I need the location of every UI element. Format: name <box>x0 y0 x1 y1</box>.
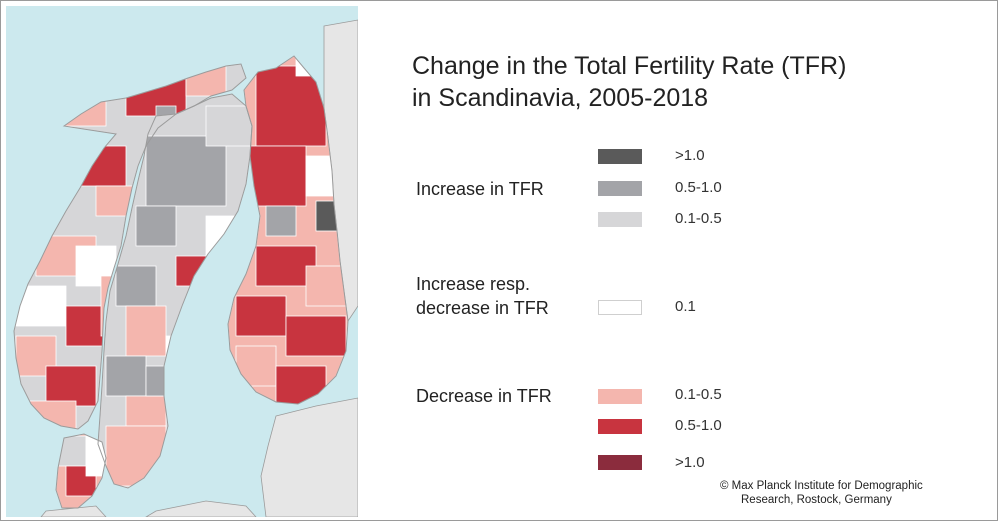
region <box>305 265 347 307</box>
legend-group-neutral: Increase resp. decrease in TFR <box>416 272 549 320</box>
region <box>125 395 167 427</box>
region <box>265 205 297 237</box>
legend-value-decrease-low: 0.1-0.5 <box>675 386 722 403</box>
legend-swatch-increase-mid <box>598 181 642 196</box>
legend-swatch-decrease-low <box>598 389 642 404</box>
legend-swatch-increase-high <box>598 149 642 164</box>
region <box>65 465 97 497</box>
region <box>115 265 157 307</box>
map-title: Change in the Total Fertility Rate (TFR)… <box>412 50 972 114</box>
region <box>65 305 107 347</box>
choropleth-map <box>6 6 358 517</box>
legend-value-increase-low: 0.1-0.5 <box>675 210 722 227</box>
legend-group-increase: Increase in TFR <box>416 179 544 199</box>
region <box>105 355 147 397</box>
baltic-states-land <box>260 397 358 517</box>
germany-land <box>40 505 107 517</box>
region <box>285 315 347 357</box>
legend-group-decrease: Decrease in TFR <box>416 386 552 406</box>
legend-value-increase-high: >1.0 <box>675 147 705 164</box>
region <box>145 135 227 207</box>
region <box>205 105 252 147</box>
legend-swatch-decrease-mid <box>598 419 642 434</box>
legend-value-neutral: 0.1 <box>675 298 696 315</box>
credit-line-1: © Max Planck Institute for Demographic <box>720 480 923 492</box>
sweden <box>98 94 252 488</box>
legend-neutral-line-1: Increase resp. <box>416 274 531 294</box>
legend-swatch-neutral <box>598 300 642 315</box>
region <box>135 205 177 247</box>
poland-land <box>145 500 257 517</box>
title-line-2: in Scandinavia, 2005-2018 <box>412 84 709 112</box>
legend-value-decrease-high: >1.0 <box>675 454 705 471</box>
region <box>235 295 287 337</box>
copyright-credit: © Max Planck Institute for Demographic R… <box>720 479 923 507</box>
region <box>45 365 97 407</box>
region <box>125 305 167 357</box>
legend-value-decrease-mid: 0.5-1.0 <box>675 417 722 434</box>
credit-line-2: Research, Rostock, Germany <box>741 494 892 506</box>
legend-value-increase-mid: 0.5-1.0 <box>675 179 722 196</box>
title-line-1: Change in the Total Fertility Rate (TFR) <box>412 52 847 80</box>
denmark <box>56 434 106 508</box>
legend-swatch-increase-low <box>598 212 642 227</box>
region <box>145 365 167 397</box>
legend-swatch-decrease-high <box>598 455 642 470</box>
map-canvas <box>6 6 358 517</box>
legend-neutral-line-2: decrease in TFR <box>416 298 549 318</box>
